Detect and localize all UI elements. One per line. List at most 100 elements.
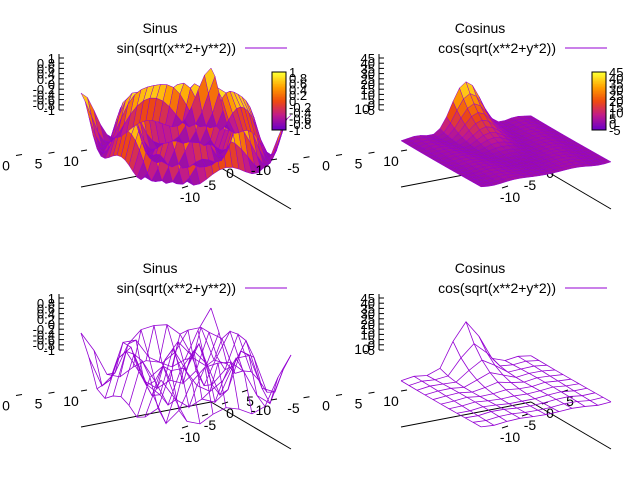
y-tick <box>201 413 209 417</box>
colorbox-tick-label: 0.4 <box>289 82 307 97</box>
z-tick-label: -0.8 <box>33 98 55 113</box>
y-tick-label: 0 <box>226 405 234 421</box>
z-tick-label: 0.8 <box>37 296 55 311</box>
x-tick <box>270 158 278 161</box>
z-tick-label: 1 <box>48 51 55 66</box>
y-tick <box>501 185 509 189</box>
colorbox-band <box>272 98 286 100</box>
x-tick-label: 0 <box>322 398 330 414</box>
colorbox-tick-label: 0.8 <box>289 71 307 86</box>
colorbox-band <box>272 125 286 128</box>
colorbox-band <box>592 89 606 92</box>
z-tick-label: 5 <box>368 333 375 348</box>
colorbox-band <box>272 112 286 115</box>
colorbox-band <box>272 96 286 99</box>
colorbox-band <box>272 128 286 131</box>
z-tick-label: 30 <box>361 307 375 322</box>
y-tick-label: 10 <box>354 101 370 117</box>
colorbox-band <box>592 77 606 80</box>
colorbox-band <box>592 119 606 122</box>
x-tick-label: 10 <box>63 393 79 409</box>
mesh-line <box>432 374 564 400</box>
z-tick-label: -0.6 <box>33 333 55 348</box>
colorbox-tick-label: -1 <box>289 123 301 138</box>
z-tick-label: 0.4 <box>37 67 55 82</box>
colorbox: -1-0.8-0.6-0.4-0.200.20.40.60.81 <box>271 65 311 138</box>
x-tick-label: -10 <box>251 402 271 418</box>
z-tick-label: 10 <box>361 87 375 102</box>
colorbox-band <box>592 105 606 108</box>
z-tick-label: -0.4 <box>33 87 55 102</box>
legend-label: cos(sqrt(x**2+y*2)) <box>438 280 556 296</box>
mesh-line <box>464 392 596 419</box>
colorbox-band <box>272 118 286 121</box>
surface-facet <box>204 67 216 95</box>
colorbox-tick-label: 20 <box>609 94 623 109</box>
colorbox-band <box>272 106 286 109</box>
colorbox-band <box>592 76 606 79</box>
mesh-line <box>491 358 573 409</box>
mesh-line <box>400 321 532 382</box>
colorbox-band <box>592 122 606 125</box>
mesh-line <box>478 336 560 412</box>
colorbox-tick-label: 45 <box>609 65 623 80</box>
colorbox-band <box>272 124 286 127</box>
z-tick-label: 40 <box>361 296 375 311</box>
x-tick <box>335 394 343 396</box>
y-tick-label: 0 <box>226 165 234 181</box>
colorbox-band <box>272 89 286 92</box>
legend-label: sin(sqrt(x**2+y**2)) <box>117 40 236 56</box>
colorbox-band <box>272 108 286 111</box>
colorbox-band <box>592 90 606 93</box>
mesh-line <box>416 359 548 391</box>
z-tick-label: 10 <box>361 327 375 342</box>
colorbox-band <box>272 92 286 95</box>
x-tick-label: 0 <box>2 398 10 414</box>
surface <box>400 81 612 188</box>
z-tick-label: 1 <box>48 291 55 306</box>
colorbox-band <box>592 95 606 98</box>
x-tick <box>48 151 55 154</box>
z-tick-label: 0.6 <box>37 301 55 316</box>
z-tick-label: -5 <box>363 343 375 358</box>
colorbox-band <box>592 83 606 86</box>
colorbox-band <box>592 111 606 113</box>
colorbox-band <box>592 128 606 131</box>
colorbox-band <box>272 101 286 103</box>
z-tick-label: 45 <box>361 51 375 66</box>
legend-label: sin(sqrt(x**2+y**2)) <box>117 280 236 296</box>
x-tick <box>400 389 408 392</box>
surface <box>80 307 292 425</box>
colorbox-tick-label: 0.6 <box>289 77 307 92</box>
panel-title: Cosinus <box>455 260 506 276</box>
colorbox-tick-label: 0.2 <box>289 88 307 103</box>
y-tick-label: -5 <box>204 417 217 433</box>
colorbox-band <box>592 109 606 112</box>
colorbox-tick-label: -0.4 <box>289 106 311 121</box>
surface <box>400 321 612 428</box>
panel-cosinus-surface: Cosinus cos(sqrt(x**2+y*2)) -10 -5 0 5 10-10… <box>251 20 623 210</box>
colorbox-band <box>592 87 606 90</box>
y-tick-label: -10 <box>180 189 200 205</box>
mesh-line <box>152 361 284 425</box>
x-tick-label: 5 <box>355 155 363 171</box>
x-tick <box>303 156 310 159</box>
mesh-line <box>517 355 599 406</box>
colorbox-band <box>592 93 606 96</box>
x-tick <box>15 394 23 396</box>
colorbox-band <box>272 116 286 119</box>
y-tick-label: -10 <box>500 189 520 205</box>
colorbox-band <box>592 102 606 105</box>
colorbox-band <box>592 98 606 100</box>
y-tick-label: -10 <box>500 429 520 445</box>
y-tick <box>181 185 189 189</box>
colorbox-band <box>272 111 286 113</box>
x-tick <box>80 389 88 392</box>
colorbox-band <box>272 105 286 108</box>
mesh-line <box>197 330 279 405</box>
x-tick-label: -5 <box>287 400 300 416</box>
z-tick-label: 5 <box>368 93 375 108</box>
panel-title: Cosinus <box>455 20 506 36</box>
z-tick-label: 0.2 <box>37 312 55 327</box>
mesh-line <box>472 396 604 423</box>
